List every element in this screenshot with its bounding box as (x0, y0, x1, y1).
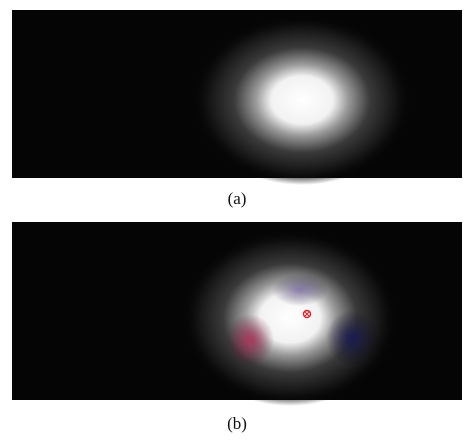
panel-b: (b) (12, 222, 462, 433)
caption-b: (b) (227, 414, 247, 433)
blue-blob (326, 310, 378, 366)
violet-blob (272, 274, 328, 306)
caption-a: (a) (228, 189, 247, 208)
panel-a: (a) (12, 10, 462, 208)
light-spot (192, 15, 412, 185)
pink-blob (226, 314, 274, 366)
figure: (a) (b) (0, 0, 473, 441)
